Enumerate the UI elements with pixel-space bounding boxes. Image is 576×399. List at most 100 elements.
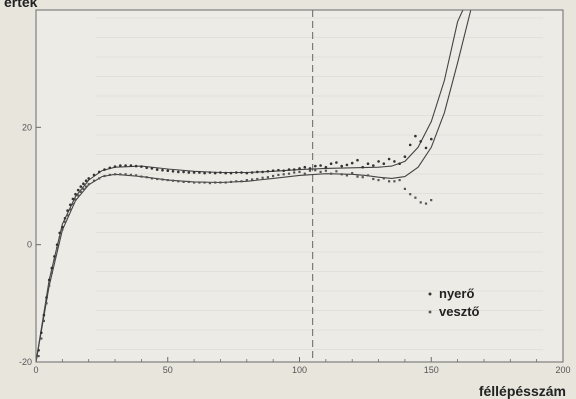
fit-curve-nyero	[35, 9, 464, 363]
point-veszto	[277, 173, 280, 176]
point-veszto	[298, 170, 301, 173]
point-nyero	[63, 217, 67, 220]
point-veszto	[135, 174, 138, 177]
point-nyero	[119, 164, 122, 167]
point-nyero	[287, 168, 291, 171]
point-nyero	[361, 165, 365, 169]
point-veszto	[161, 178, 164, 181]
point-veszto	[388, 180, 391, 183]
y-tick-label: 20	[22, 122, 32, 132]
point-veszto	[42, 319, 45, 322]
point-veszto	[335, 170, 338, 173]
point-veszto	[69, 208, 72, 211]
point-nyero	[261, 170, 264, 174]
point-nyero	[387, 157, 391, 161]
point-nyero	[356, 158, 359, 162]
point-nyero	[92, 173, 96, 177]
point-nyero	[229, 171, 233, 175]
point-veszto	[182, 180, 185, 183]
point-veszto	[61, 228, 64, 231]
point-veszto	[114, 173, 117, 176]
point-veszto	[74, 198, 77, 201]
point-veszto	[361, 176, 364, 179]
point-nyero	[103, 168, 106, 171]
point-veszto	[71, 203, 74, 206]
point-nyero	[182, 170, 185, 174]
point-nyero	[314, 164, 317, 168]
point-nyero	[47, 278, 51, 282]
point-veszto	[382, 177, 385, 180]
x-tick-label: 100	[292, 365, 307, 375]
point-nyero	[166, 169, 170, 172]
point-veszto	[224, 181, 227, 184]
y-tick-label: -20	[19, 357, 32, 367]
point-veszto	[340, 173, 343, 176]
point-veszto	[208, 182, 211, 185]
plot-area	[36, 10, 563, 362]
point-nyero	[84, 179, 88, 182]
point-nyero	[177, 170, 180, 174]
point-veszto	[58, 236, 61, 239]
point-veszto	[92, 179, 96, 182]
point-veszto	[150, 177, 153, 180]
point-veszto	[50, 271, 53, 274]
point-nyero	[419, 140, 423, 143]
point-veszto	[403, 187, 406, 190]
point-nyero	[124, 164, 127, 167]
point-nyero	[82, 182, 85, 185]
point-nyero	[255, 170, 259, 174]
point-nyero	[224, 171, 227, 175]
point-nyero	[240, 171, 243, 174]
point-veszto	[430, 199, 433, 202]
point-veszto	[214, 181, 217, 184]
point-veszto	[145, 176, 148, 179]
point-veszto	[108, 173, 111, 176]
point-nyero	[366, 162, 370, 165]
point-veszto	[140, 175, 143, 178]
point-nyero	[58, 231, 61, 235]
point-veszto	[282, 173, 285, 176]
point-veszto	[324, 169, 327, 172]
point-veszto	[256, 177, 259, 181]
point-nyero	[74, 192, 77, 196]
legend-marker-nyero	[428, 292, 432, 296]
x-axis-title: féllépésszám	[479, 383, 566, 399]
point-veszto	[77, 194, 80, 197]
point-veszto	[103, 174, 106, 178]
point-veszto	[166, 179, 169, 182]
point-veszto	[330, 172, 333, 175]
point-nyero	[113, 165, 117, 168]
point-nyero	[340, 164, 344, 168]
legend-marker-veszto	[428, 310, 432, 314]
point-nyero	[171, 170, 175, 173]
point-veszto	[124, 173, 127, 176]
point-nyero	[150, 167, 154, 170]
point-veszto	[63, 220, 67, 223]
point-veszto	[414, 196, 417, 199]
point-nyero	[245, 171, 249, 175]
point-nyero	[298, 167, 301, 170]
point-nyero	[393, 160, 396, 163]
data-points	[37, 134, 433, 358]
point-veszto	[393, 180, 396, 183]
point-veszto	[40, 337, 43, 340]
point-nyero	[277, 168, 280, 172]
point-nyero	[140, 165, 143, 168]
point-veszto	[314, 169, 317, 172]
point-veszto	[53, 258, 56, 261]
legend-entry-veszto: vesztő	[439, 304, 480, 319]
x-tick-label: 150	[424, 365, 439, 375]
point-nyero	[208, 171, 212, 174]
legend: nyerő vesztő	[428, 286, 480, 319]
point-nyero	[350, 161, 354, 165]
point-nyero	[408, 143, 412, 147]
point-nyero	[266, 170, 270, 173]
point-nyero	[219, 171, 222, 174]
point-veszto	[272, 174, 275, 178]
point-nyero	[403, 155, 407, 158]
point-nyero	[42, 313, 46, 317]
point-nyero	[329, 162, 333, 165]
